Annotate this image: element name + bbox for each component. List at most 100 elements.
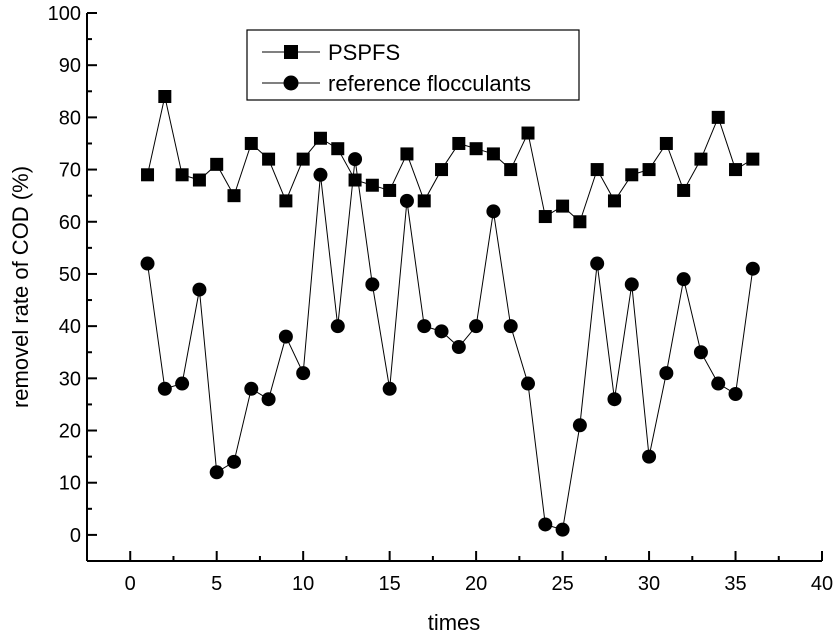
- x-tick-label: 5: [211, 573, 222, 595]
- data-point-square: [573, 215, 587, 229]
- data-point-circle: [521, 376, 535, 391]
- data-point-circle: [434, 324, 449, 339]
- y-tick-label: 70: [59, 160, 81, 182]
- legend-box: [246, 29, 580, 101]
- data-point-circle: [711, 376, 726, 391]
- data-point-square: [313, 131, 327, 145]
- data-point-circle: [676, 272, 691, 287]
- x-tick-label: 30: [638, 573, 660, 595]
- data-point-circle: [607, 392, 622, 407]
- data-point-circle: [261, 392, 276, 407]
- data-point-circle: [624, 277, 639, 292]
- data-point-circle: [469, 319, 484, 334]
- data-point-square: [435, 163, 449, 177]
- legend-label-pspfs: PSPFS: [328, 40, 400, 65]
- data-point-square: [331, 142, 345, 156]
- data-point-square: [175, 168, 189, 182]
- y-tick-label: 30: [59, 368, 81, 390]
- data-point-square: [625, 168, 639, 182]
- x-axis-title: times: [428, 610, 481, 635]
- legend: PSPFS reference flocculants: [246, 29, 580, 101]
- data-point-circle: [451, 340, 466, 355]
- data-point-circle: [486, 204, 501, 219]
- data-point-circle: [330, 319, 345, 334]
- y-tick-label: 10: [59, 473, 81, 495]
- data-point-square: [590, 163, 604, 177]
- data-point-square: [469, 142, 483, 156]
- x-tick-label: 15: [379, 573, 401, 595]
- data-point-square: [210, 157, 224, 171]
- x-tick-label: 0: [125, 573, 136, 595]
- data-point-circle: [417, 319, 432, 334]
- legend-marker-square-icon: [284, 45, 298, 59]
- data-point-circle: [538, 517, 553, 532]
- data-point-circle: [175, 376, 190, 391]
- data-point-square: [400, 147, 414, 161]
- data-point-circle: [313, 167, 328, 182]
- data-point-square: [452, 136, 466, 150]
- y-tick-label: 40: [59, 316, 81, 338]
- x-tick-label: 10: [292, 573, 314, 595]
- data-point-square: [607, 194, 621, 208]
- data-point-circle: [590, 256, 605, 271]
- x-tick-label: 25: [551, 573, 573, 595]
- y-tick-label: 100: [48, 3, 81, 25]
- series-layer: [140, 90, 760, 537]
- data-point-circle: [296, 366, 311, 381]
- data-point-square: [348, 173, 362, 187]
- y-tick-label: 20: [59, 421, 81, 443]
- data-point-circle: [642, 449, 657, 464]
- y-tick-label: 50: [59, 264, 81, 286]
- data-point-square: [659, 136, 673, 150]
- data-point-square: [279, 194, 293, 208]
- data-point-square: [538, 210, 552, 224]
- data-point-square: [192, 173, 206, 187]
- data-point-square: [504, 163, 518, 177]
- data-point-circle: [659, 366, 674, 381]
- data-point-square: [365, 178, 379, 192]
- data-point-square: [556, 199, 570, 213]
- data-point-square: [417, 194, 431, 208]
- data-point-square: [729, 163, 743, 177]
- series-pspfs: [141, 90, 760, 229]
- data-point-square: [141, 168, 155, 182]
- data-point-circle: [278, 329, 293, 344]
- data-point-square: [521, 126, 535, 140]
- data-point-square: [244, 136, 258, 150]
- data-point-square: [711, 110, 725, 124]
- data-point-square: [296, 152, 310, 166]
- data-point-square: [383, 183, 397, 197]
- data-point-circle: [157, 381, 172, 396]
- legend-marker-circle-icon: [283, 75, 299, 91]
- series-line: [147, 96, 754, 223]
- data-point-square: [227, 189, 241, 203]
- axes: 0 10 20 30 40 50 60 70 80 90 100 0 5 10 15 20 25 30 35 40: [48, 3, 833, 595]
- data-point-circle: [572, 418, 587, 433]
- data-point-circle: [693, 345, 708, 360]
- data-point-circle: [192, 282, 207, 297]
- data-point-circle: [745, 261, 760, 276]
- data-point-circle: [399, 193, 414, 208]
- y-tick-label: 0: [70, 525, 81, 547]
- data-point-circle: [209, 465, 224, 480]
- data-point-square: [642, 163, 656, 177]
- data-point-square: [486, 147, 500, 161]
- data-point-circle: [503, 319, 518, 334]
- data-point-square: [158, 90, 172, 104]
- data-point-circle: [227, 454, 241, 469]
- y-tick-label: 90: [59, 55, 81, 77]
- x-tick-label: 20: [465, 573, 487, 595]
- y-axis-title: removel rate of COD (%): [8, 166, 33, 408]
- legend-label-reference: reference flocculants: [328, 71, 531, 96]
- series-line: [147, 159, 754, 531]
- data-point-circle: [382, 381, 397, 396]
- data-point-circle: [728, 386, 743, 401]
- x-tick-label: 40: [811, 573, 833, 595]
- data-point-circle: [555, 522, 570, 537]
- series-reference-flocculants: [140, 152, 760, 537]
- x-tick-label: 35: [724, 573, 746, 595]
- y-tick-label: 60: [59, 212, 81, 234]
- data-point-square: [677, 183, 691, 197]
- data-point-square: [694, 152, 708, 166]
